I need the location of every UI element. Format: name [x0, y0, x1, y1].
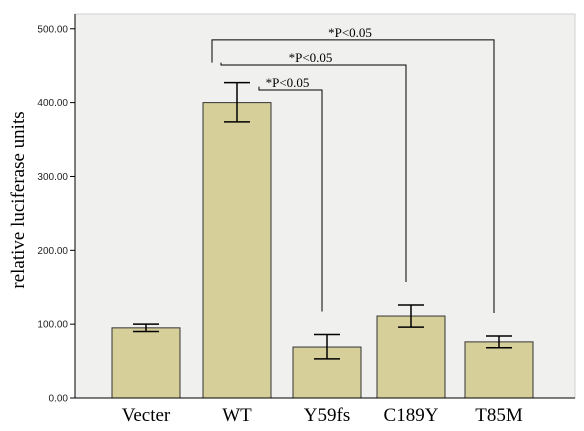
x-tick-label: Y59fs	[304, 405, 350, 426]
bracket-line	[211, 39, 495, 313]
x-tick-label: T85M	[475, 405, 523, 426]
significance-label: *P<0.05	[266, 75, 310, 90]
y-tick-label: 500.00	[37, 24, 68, 35]
y-tick-label: 300.00	[37, 172, 68, 183]
y-tick-label: 400.00	[37, 98, 68, 109]
y-tick-label: 200.00	[37, 246, 68, 257]
bar-t85m	[464, 341, 534, 399]
error-bar-y59fs	[314, 333, 340, 360]
y-tick-label: 0.00	[49, 394, 69, 405]
bar-c189y	[376, 315, 446, 399]
bracket-line	[258, 86, 323, 312]
x-tick-label: WT	[222, 405, 252, 426]
x-tick-label: Vecter	[122, 405, 171, 426]
significance-bracket: *P<0.05	[220, 50, 407, 282]
bar-wt	[202, 102, 272, 399]
error-bar-vecter	[133, 323, 159, 333]
error-bar-c189y	[398, 304, 424, 328]
bar-vecter	[111, 327, 181, 399]
significance-label: *P<0.05	[328, 25, 372, 40]
significance-label: *P<0.05	[289, 50, 333, 65]
error-bar-t85m	[486, 335, 512, 349]
x-tick-label: C189Y	[384, 405, 439, 426]
y-axis-title: relative luciferase units	[8, 111, 29, 288]
bracket-line	[220, 62, 407, 282]
significance-bracket: *P<0.05	[211, 25, 495, 313]
significance-bracket: *P<0.05	[258, 75, 323, 312]
error-bar-wt	[224, 81, 250, 123]
y-tick-label: 100.00	[37, 320, 68, 331]
